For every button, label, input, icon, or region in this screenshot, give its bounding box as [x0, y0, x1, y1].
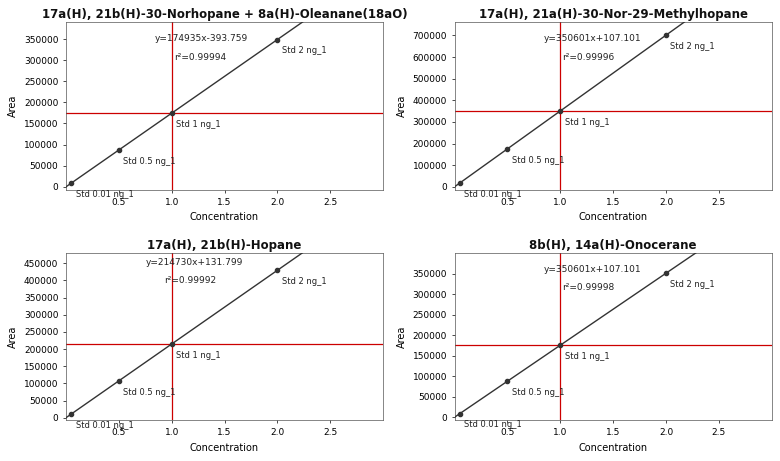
Text: Std 2 ng_1: Std 2 ng_1: [670, 42, 714, 51]
Text: Std 0.5 ng_1: Std 0.5 ng_1: [123, 157, 176, 165]
Text: r²=0.99998: r²=0.99998: [562, 283, 615, 292]
Title: 8b(H), 14a(H)-Onocerane: 8b(H), 14a(H)-Onocerane: [530, 239, 697, 252]
Text: y=350601x+107.101: y=350601x+107.101: [544, 265, 641, 274]
Text: Std 1 ng_1: Std 1 ng_1: [176, 120, 221, 129]
Text: r²=0.99992: r²=0.99992: [165, 277, 216, 285]
Y-axis label: Area: Area: [397, 325, 407, 348]
X-axis label: Concentration: Concentration: [190, 212, 259, 222]
Text: Std 2 ng_1: Std 2 ng_1: [282, 277, 326, 286]
Text: Std 0.01 ng_1: Std 0.01 ng_1: [76, 421, 133, 430]
Text: Std 1 ng_1: Std 1 ng_1: [565, 352, 609, 361]
Text: r²=0.99996: r²=0.99996: [562, 53, 615, 62]
Title: 17a(H), 21b(H)-Hopane: 17a(H), 21b(H)-Hopane: [147, 239, 302, 252]
Text: y=214730x+131.799: y=214730x+131.799: [145, 258, 243, 267]
Text: y=174935x-393.759: y=174935x-393.759: [154, 34, 248, 43]
Text: Std 0.01 ng_1: Std 0.01 ng_1: [464, 189, 522, 199]
Text: Std 0.01 ng_1: Std 0.01 ng_1: [76, 190, 133, 199]
Text: Std 0.01 ng_1: Std 0.01 ng_1: [464, 420, 522, 429]
Text: r²=0.99994: r²=0.99994: [174, 53, 226, 62]
X-axis label: Concentration: Concentration: [579, 443, 647, 453]
Text: Std 2 ng_1: Std 2 ng_1: [282, 46, 326, 55]
Text: Std 0.5 ng_1: Std 0.5 ng_1: [512, 388, 564, 397]
Title: 17a(H), 21b(H)-30-Norhopane + 8a(H)-Oleanane(18aO): 17a(H), 21b(H)-30-Norhopane + 8a(H)-Olea…: [41, 8, 407, 21]
Y-axis label: Area: Area: [9, 95, 19, 118]
Text: Std 1 ng_1: Std 1 ng_1: [565, 118, 609, 127]
Text: Std 0.5 ng_1: Std 0.5 ng_1: [123, 388, 176, 396]
Text: y=350601x+107.101: y=350601x+107.101: [544, 34, 641, 43]
Y-axis label: Area: Area: [9, 325, 19, 348]
Text: Std 2 ng_1: Std 2 ng_1: [670, 280, 714, 289]
Text: Std 1 ng_1: Std 1 ng_1: [176, 351, 221, 360]
Text: Std 0.5 ng_1: Std 0.5 ng_1: [512, 155, 564, 165]
Title: 17a(H), 21a(H)-30-Nor-29-Methylhopane: 17a(H), 21a(H)-30-Nor-29-Methylhopane: [479, 8, 748, 21]
X-axis label: Concentration: Concentration: [579, 212, 647, 222]
X-axis label: Concentration: Concentration: [190, 443, 259, 453]
Y-axis label: Area: Area: [397, 95, 407, 118]
